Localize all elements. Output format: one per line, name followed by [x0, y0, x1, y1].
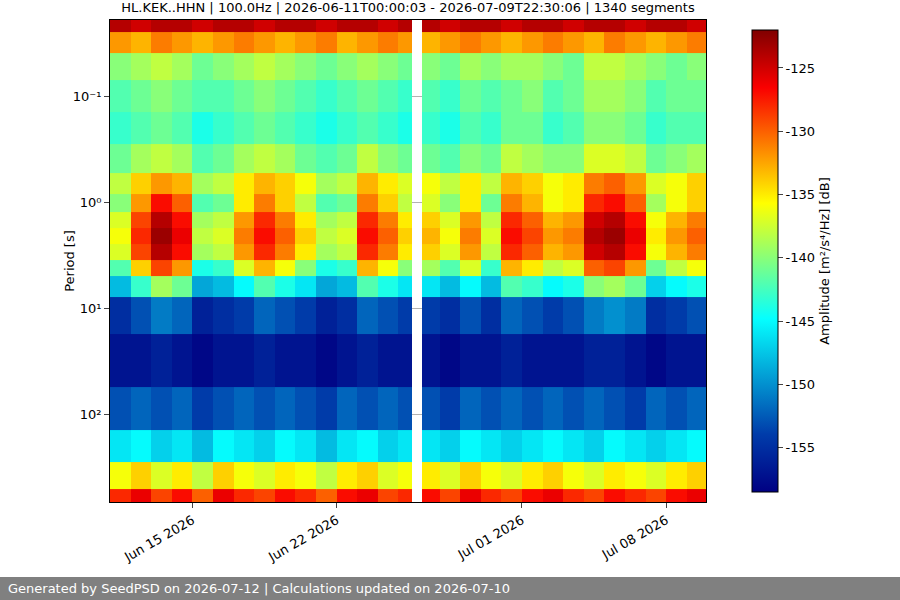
- svg-text:Period [s]: Period [s]: [62, 230, 77, 292]
- svg-text:-145: -145: [786, 314, 816, 329]
- svg-text:10¹: 10¹: [80, 301, 102, 316]
- svg-text:-140: -140: [786, 250, 816, 265]
- svg-text:-135: -135: [786, 187, 816, 202]
- svg-text:Jul 08 2026: Jul 08 2026: [599, 512, 671, 562]
- html-text:Generated by SeedPSD on 2026-0: Generated by SeedPSD on 2026-07-12 | Cal…: [8, 581, 510, 596]
- svg-text:Jun 15 2026: Jun 15 2026: [121, 512, 197, 565]
- svg-text:-125: -125: [786, 61, 816, 76]
- svg-text:-130: -130: [786, 124, 816, 139]
- svg-text:10⁰: 10⁰: [80, 195, 102, 210]
- svg-text:Jul 01 2026: Jul 01 2026: [455, 512, 527, 562]
- svg-text:10⁻¹: 10⁻¹: [73, 89, 102, 104]
- svg-text:-155: -155: [786, 440, 816, 455]
- svg-text:HL.KEK..HHN | 100.0Hz | 2026-0: HL.KEK..HHN | 100.0Hz | 2026-06-11T00:00…: [121, 0, 695, 15]
- svg-text:Amplitude [m²/s⁴/Hz] [dB]: Amplitude [m²/s⁴/Hz] [dB]: [817, 177, 832, 345]
- svg-text:10²: 10²: [80, 407, 102, 422]
- svg-text:Jun 22 2026: Jun 22 2026: [265, 512, 341, 565]
- svg-text:-150: -150: [786, 377, 816, 392]
